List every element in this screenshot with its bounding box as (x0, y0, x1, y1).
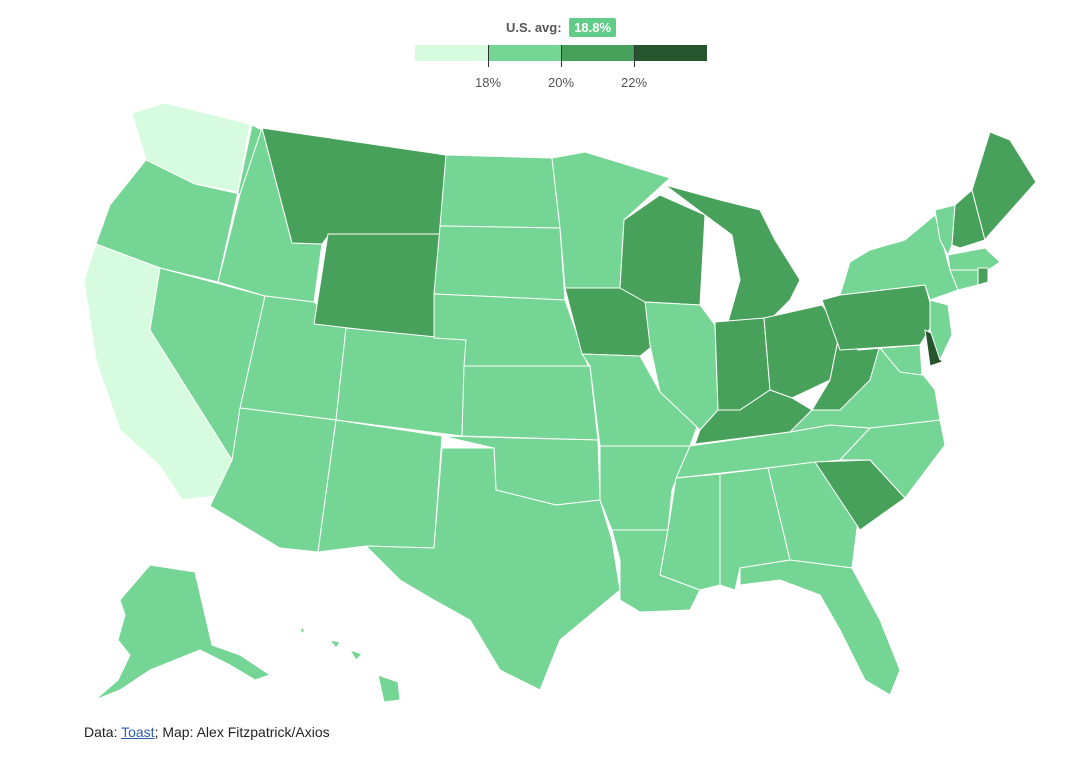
legend-tick-label-20: 20% (547, 75, 575, 90)
state-OR (95, 124, 263, 283)
avg-label-text: U.S. avg: (505, 20, 562, 35)
state-MO (581, 353, 699, 447)
state-KY (694, 389, 813, 445)
legend-tick-label-22: 22% (620, 75, 648, 90)
legend-bin-3 (561, 45, 634, 61)
state-NM (317, 419, 443, 553)
state-KS (461, 365, 599, 441)
source-link-toast[interactable]: Toast (121, 724, 155, 740)
state-SD (433, 225, 566, 301)
state-MA (947, 247, 1001, 271)
state-ND (439, 154, 561, 229)
color-legend (415, 45, 707, 61)
source-prefix: Data: (84, 724, 122, 740)
state-FL (739, 559, 901, 696)
state-MT (261, 127, 447, 245)
avg-value-badge: 18.8% (569, 18, 617, 37)
us-average-label: U.S. avg: 18.8% (0, 18, 1080, 37)
state-NJ (929, 299, 953, 361)
state-NH (951, 189, 986, 249)
state-HI (299, 626, 401, 703)
source-credit: Data: Toast; Map: Alex Fitzpatrick/Axios (84, 724, 330, 740)
state-TX (365, 447, 621, 691)
state-CO (335, 327, 467, 437)
source-suffix: ; Map: Alex Fitzpatrick/Axios (154, 724, 330, 740)
state-WY (313, 233, 441, 339)
state-AK (94, 564, 271, 701)
state-PA (821, 284, 936, 351)
legend-bin-4 (634, 45, 707, 61)
legend-bin-1 (415, 45, 488, 61)
state-VT (934, 204, 956, 256)
state-GA (767, 461, 859, 569)
state-MI (664, 184, 801, 323)
legend-tick-18 (488, 45, 489, 67)
legend-tick-20 (561, 45, 562, 67)
legend-ticks: 18% 20% 22% (415, 45, 707, 90)
state-MD (857, 344, 923, 376)
state-RI (977, 267, 989, 286)
state-ME (971, 131, 1037, 241)
legend-bin-2 (488, 45, 561, 61)
legend-tick-22 (634, 45, 635, 67)
legend-tick-label-18: 18% (474, 75, 502, 90)
